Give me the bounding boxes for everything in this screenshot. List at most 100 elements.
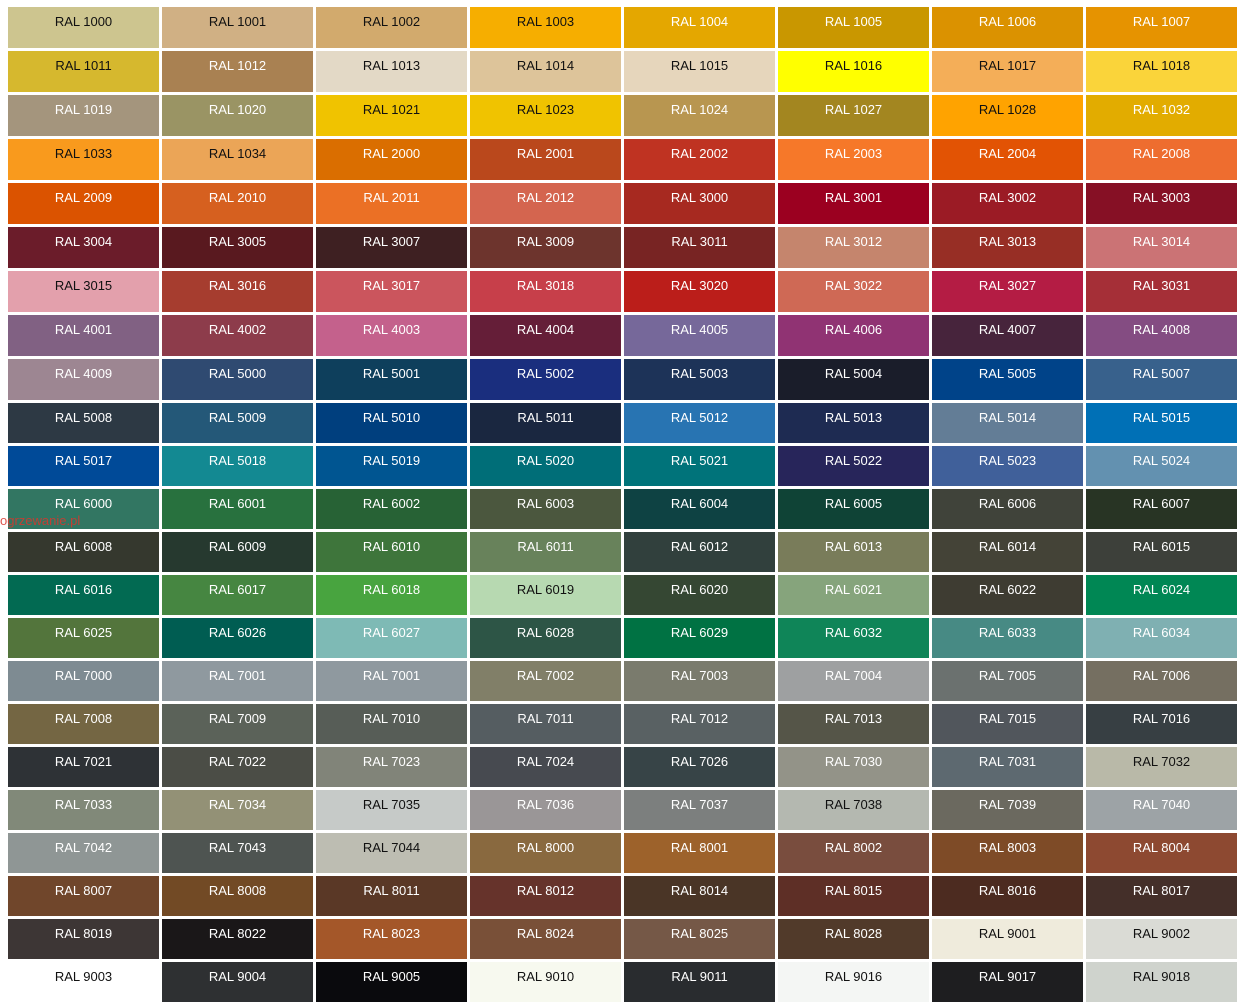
color-swatch: RAL 3002 — [932, 183, 1083, 224]
color-swatch: RAL 5001 — [316, 359, 467, 400]
color-swatch: RAL 5013 — [778, 403, 929, 443]
color-swatch: RAL 6028 — [470, 618, 621, 658]
color-swatch: RAL 3003 — [1086, 183, 1237, 224]
color-swatch: RAL 2003 — [778, 139, 929, 180]
color-swatch: RAL 6007 — [1086, 489, 1237, 529]
color-swatch: RAL 3018 — [470, 271, 621, 312]
color-swatch: RAL 6001 — [162, 489, 313, 529]
color-swatch: RAL 3012 — [778, 227, 929, 268]
color-swatch: RAL 6006 — [932, 489, 1083, 529]
color-swatch: RAL 7035 — [316, 790, 467, 830]
color-swatch: RAL 2000 — [316, 139, 467, 180]
color-swatch: RAL 8003 — [932, 833, 1083, 873]
color-swatch: RAL 8019 — [8, 919, 159, 959]
color-swatch: RAL 5020 — [470, 446, 621, 486]
color-swatch: RAL 7024 — [470, 747, 621, 787]
color-swatch: RAL 1016 — [778, 51, 929, 92]
color-swatch: RAL 7022 — [162, 747, 313, 787]
color-swatch: RAL 1017 — [932, 51, 1083, 92]
color-swatch: RAL 6027 — [316, 618, 467, 658]
color-swatch: RAL 6010 — [316, 532, 467, 572]
color-swatch: RAL 6033 — [932, 618, 1083, 658]
color-swatch: RAL 5002 — [470, 359, 621, 400]
color-swatch: RAL 1012 — [162, 51, 313, 92]
color-swatch: RAL 1024 — [624, 95, 775, 136]
color-swatch: RAL 6000 — [8, 489, 159, 529]
color-swatch: RAL 6022 — [932, 575, 1083, 615]
color-swatch: RAL 6008 — [8, 532, 159, 572]
color-swatch: RAL 6009 — [162, 532, 313, 572]
color-swatch: RAL 6002 — [316, 489, 467, 529]
color-swatch: RAL 5018 — [162, 446, 313, 486]
color-swatch: RAL 8015 — [778, 876, 929, 916]
color-swatch: RAL 6011 — [470, 532, 621, 572]
color-swatch: RAL 7000 — [8, 661, 159, 701]
color-swatch: RAL 6015 — [1086, 532, 1237, 572]
color-swatch: RAL 6021 — [778, 575, 929, 615]
color-swatch: RAL 5003 — [624, 359, 775, 400]
color-swatch: RAL 1020 — [162, 95, 313, 136]
color-swatch: RAL 1015 — [624, 51, 775, 92]
color-swatch: RAL 8016 — [932, 876, 1083, 916]
color-swatch: RAL 5008 — [8, 403, 159, 443]
color-swatch: RAL 7008 — [8, 704, 159, 744]
color-swatch: RAL 7003 — [624, 661, 775, 701]
color-swatch: RAL 4001 — [8, 315, 159, 356]
color-swatch: RAL 8000 — [470, 833, 621, 873]
color-swatch: RAL 8022 — [162, 919, 313, 959]
color-swatch: RAL 3005 — [162, 227, 313, 268]
color-swatch: RAL 7011 — [470, 704, 621, 744]
color-swatch: RAL 6020 — [624, 575, 775, 615]
color-swatch: RAL 1001 — [162, 7, 313, 48]
color-swatch: RAL 8012 — [470, 876, 621, 916]
color-swatch: RAL 6029 — [624, 618, 775, 658]
color-swatch: RAL 7038 — [778, 790, 929, 830]
color-swatch: RAL 7042 — [8, 833, 159, 873]
color-swatch: RAL 9016 — [778, 962, 929, 1002]
color-swatch: RAL 1033 — [8, 139, 159, 180]
color-swatch: RAL 3014 — [1086, 227, 1237, 268]
color-swatch: RAL 6013 — [778, 532, 929, 572]
color-swatch: RAL 2009 — [8, 183, 159, 224]
color-swatch: RAL 8008 — [162, 876, 313, 916]
color-swatch: RAL 1007 — [1086, 7, 1237, 48]
color-swatch: RAL 1013 — [316, 51, 467, 92]
color-swatch: RAL 1023 — [470, 95, 621, 136]
color-swatch: RAL 4002 — [162, 315, 313, 356]
color-swatch: RAL 8024 — [470, 919, 621, 959]
color-swatch: RAL 4009 — [8, 359, 159, 400]
color-swatch: RAL 1032 — [1086, 95, 1237, 136]
color-swatch: RAL 6019 — [470, 575, 621, 615]
color-swatch: RAL 1019 — [8, 95, 159, 136]
color-swatch: RAL 6026 — [162, 618, 313, 658]
color-swatch: RAL 3013 — [932, 227, 1083, 268]
color-swatch: RAL 7006 — [1086, 661, 1237, 701]
color-swatch: RAL 1006 — [932, 7, 1083, 48]
color-swatch: RAL 1002 — [316, 7, 467, 48]
color-swatch: RAL 7013 — [778, 704, 929, 744]
color-swatch: RAL 8001 — [624, 833, 775, 873]
color-swatch: RAL 7032 — [1086, 747, 1237, 787]
color-swatch: RAL 8023 — [316, 919, 467, 959]
color-swatch: RAL 5010 — [316, 403, 467, 443]
color-swatch: RAL 5017 — [8, 446, 159, 486]
color-swatch: RAL 5011 — [470, 403, 621, 443]
color-swatch: RAL 5023 — [932, 446, 1083, 486]
color-swatch: RAL 8025 — [624, 919, 775, 959]
color-swatch: RAL 4004 — [470, 315, 621, 356]
color-swatch: RAL 3011 — [624, 227, 775, 268]
color-swatch: RAL 3031 — [1086, 271, 1237, 312]
color-swatch: RAL 6014 — [932, 532, 1083, 572]
color-swatch: RAL 3027 — [932, 271, 1083, 312]
color-swatch: RAL 5014 — [932, 403, 1083, 443]
color-swatch: RAL 7012 — [624, 704, 775, 744]
color-swatch: RAL 7031 — [932, 747, 1083, 787]
color-swatch: RAL 2012 — [470, 183, 621, 224]
color-swatch: RAL 1005 — [778, 7, 929, 48]
color-swatch: RAL 7015 — [932, 704, 1083, 744]
color-swatch: RAL 3017 — [316, 271, 467, 312]
color-swatch: RAL 9018 — [1086, 962, 1237, 1002]
color-swatch: RAL 6017 — [162, 575, 313, 615]
color-swatch: RAL 3016 — [162, 271, 313, 312]
color-swatch: RAL 9001 — [932, 919, 1083, 959]
